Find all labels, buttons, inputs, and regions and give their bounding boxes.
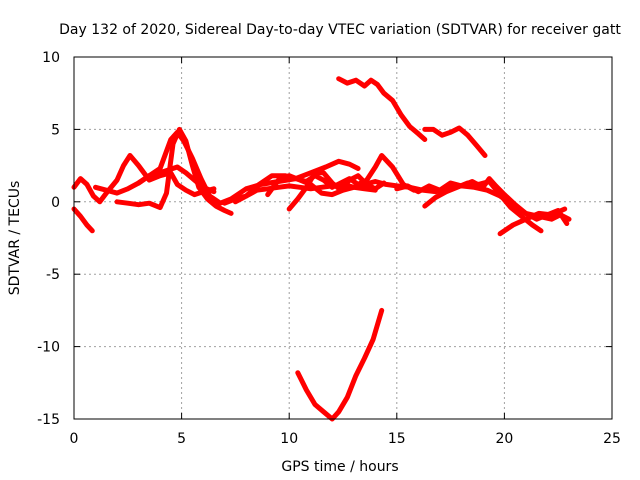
- series-track-3: [114, 126, 234, 216]
- series-track-7: [232, 153, 417, 205]
- series-track-8: [265, 173, 378, 198]
- y-tick-label: 5: [51, 122, 60, 138]
- series-track-10: [295, 307, 385, 422]
- x-tick-label: 0: [70, 431, 79, 447]
- y-axis-label: SDTVAR / TECUs: [7, 181, 23, 296]
- y-tick-label: 10: [42, 50, 60, 66]
- grid-layer: [74, 57, 612, 419]
- x-tick-label: 20: [495, 431, 513, 447]
- series-track-15: [497, 206, 568, 237]
- series-track-9: [286, 170, 387, 212]
- series-track-2: [71, 153, 217, 205]
- series-layer: [71, 76, 572, 422]
- series-track-5: [93, 164, 217, 196]
- x-tick-label: 25: [603, 431, 621, 447]
- x-tick-label: 10: [280, 431, 298, 447]
- x-tick-label: 15: [388, 431, 406, 447]
- y-tick-label: -5: [46, 267, 60, 283]
- y-tick-label: 0: [51, 195, 60, 211]
- series-track-12: [422, 125, 488, 158]
- series-track-11: [336, 76, 428, 142]
- chart-title: Day 132 of 2020, Sidereal Day-to-day VTE…: [59, 22, 621, 38]
- series-track-1: [71, 206, 95, 234]
- x-axis-label: GPS time / hours: [281, 459, 398, 475]
- plot-frame: [73, 56, 613, 420]
- tick-layer: 0 5 10 15 20 25 -15 -10 -5 0 5 10: [37, 50, 621, 447]
- x-tick-label: 5: [177, 431, 186, 447]
- y-tick-label: -10: [37, 340, 60, 356]
- y-tick-label: -15: [37, 412, 60, 428]
